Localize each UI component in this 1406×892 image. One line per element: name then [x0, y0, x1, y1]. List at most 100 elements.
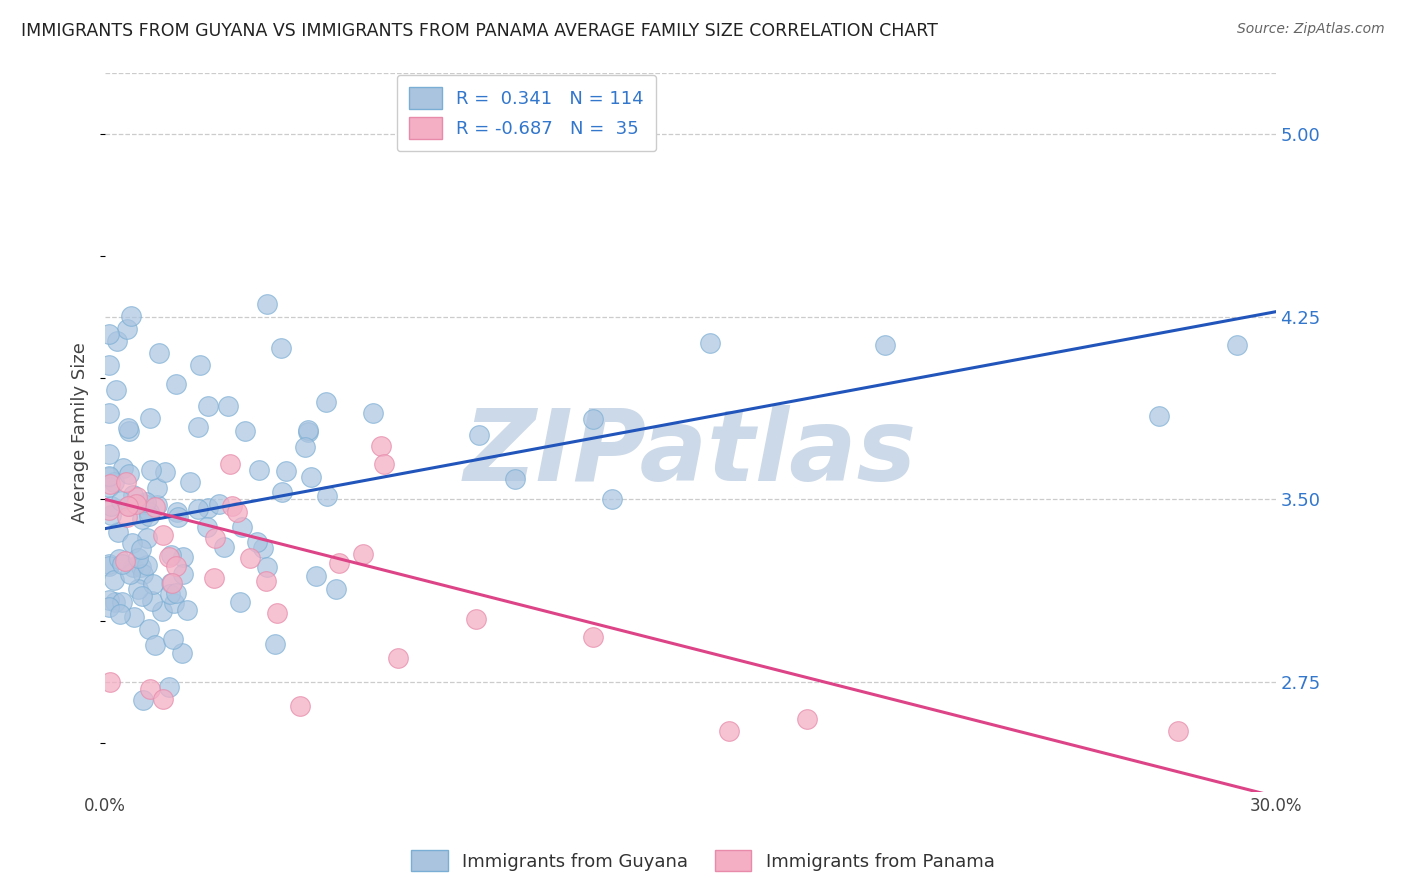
Point — [159, 587, 181, 601]
Point — [270, 341, 292, 355]
Point — [148, 346, 170, 360]
Point — [208, 497, 231, 511]
Point — [233, 424, 256, 438]
Point — [875, 338, 897, 352]
Point — [110, 607, 132, 621]
Point — [111, 460, 134, 475]
Point — [127, 490, 149, 504]
Point — [98, 468, 121, 483]
Point — [179, 475, 201, 489]
Point — [138, 622, 160, 636]
Point — [146, 499, 169, 513]
Point — [98, 359, 121, 373]
Point — [108, 552, 131, 566]
Point — [468, 428, 491, 442]
Y-axis label: Average Family Size: Average Family Size — [72, 342, 89, 523]
Point — [120, 566, 142, 581]
Point — [121, 536, 143, 550]
Point — [98, 600, 121, 615]
Point — [1225, 338, 1247, 352]
Point — [138, 509, 160, 524]
Point — [104, 383, 127, 397]
Point — [157, 680, 180, 694]
Point — [266, 606, 288, 620]
Point — [352, 548, 374, 562]
Point — [195, 520, 218, 534]
Point — [114, 554, 136, 568]
Point — [162, 632, 184, 646]
Point — [202, 571, 225, 585]
Point — [131, 512, 153, 526]
Point — [98, 326, 121, 341]
Point — [132, 566, 155, 581]
Point — [252, 541, 274, 555]
Point — [98, 503, 121, 517]
Point — [305, 569, 328, 583]
Point — [118, 424, 141, 438]
Point — [132, 497, 155, 511]
Point — [271, 485, 294, 500]
Point — [117, 499, 139, 513]
Point — [98, 476, 121, 491]
Point — [246, 534, 269, 549]
Point — [157, 549, 180, 564]
Text: Source: ZipAtlas.com: Source: ZipAtlas.com — [1237, 22, 1385, 37]
Point — [370, 439, 392, 453]
Point — [264, 637, 287, 651]
Point — [152, 692, 174, 706]
Point — [299, 469, 322, 483]
Point — [139, 463, 162, 477]
Point — [135, 495, 157, 509]
Text: IMMIGRANTS FROM GUYANA VS IMMIGRANTS FROM PANAMA AVERAGE FAMILY SIZE CORRELATION: IMMIGRANTS FROM GUYANA VS IMMIGRANTS FRO… — [21, 22, 938, 40]
Point — [315, 489, 337, 503]
Point — [150, 604, 173, 618]
Point — [165, 559, 187, 574]
Point — [98, 470, 121, 484]
Point — [159, 548, 181, 562]
Point — [122, 560, 145, 574]
Legend: Immigrants from Guyana, Immigrants from Panama: Immigrants from Guyana, Immigrants from … — [405, 843, 1001, 879]
Point — [146, 481, 169, 495]
Point — [105, 334, 128, 348]
Point — [139, 682, 162, 697]
Point — [297, 425, 319, 439]
Point — [128, 550, 150, 565]
Point — [98, 559, 121, 574]
Point — [166, 505, 188, 519]
Point — [221, 499, 243, 513]
Point — [212, 540, 235, 554]
Point — [131, 589, 153, 603]
Point — [100, 499, 122, 513]
Point — [166, 510, 188, 524]
Point — [98, 447, 121, 461]
Point — [276, 464, 298, 478]
Point — [229, 595, 252, 609]
Point — [118, 467, 141, 481]
Point — [110, 493, 132, 508]
Point — [121, 488, 143, 502]
Point — [141, 594, 163, 608]
Point — [165, 376, 187, 391]
Point — [188, 359, 211, 373]
Point — [325, 582, 347, 596]
Point — [139, 410, 162, 425]
Point — [129, 560, 152, 574]
Point — [218, 457, 240, 471]
Point — [143, 500, 166, 515]
Point — [503, 472, 526, 486]
Point — [98, 558, 121, 572]
Point — [187, 420, 209, 434]
Point — [796, 712, 818, 726]
Point — [103, 574, 125, 588]
Point — [127, 582, 149, 597]
Point — [294, 440, 316, 454]
Point — [100, 508, 122, 523]
Point — [239, 550, 262, 565]
Point — [98, 593, 121, 607]
Point — [143, 638, 166, 652]
Point — [256, 297, 278, 311]
Point — [256, 560, 278, 574]
Point — [160, 575, 183, 590]
Point — [170, 646, 193, 660]
Point — [582, 630, 605, 644]
